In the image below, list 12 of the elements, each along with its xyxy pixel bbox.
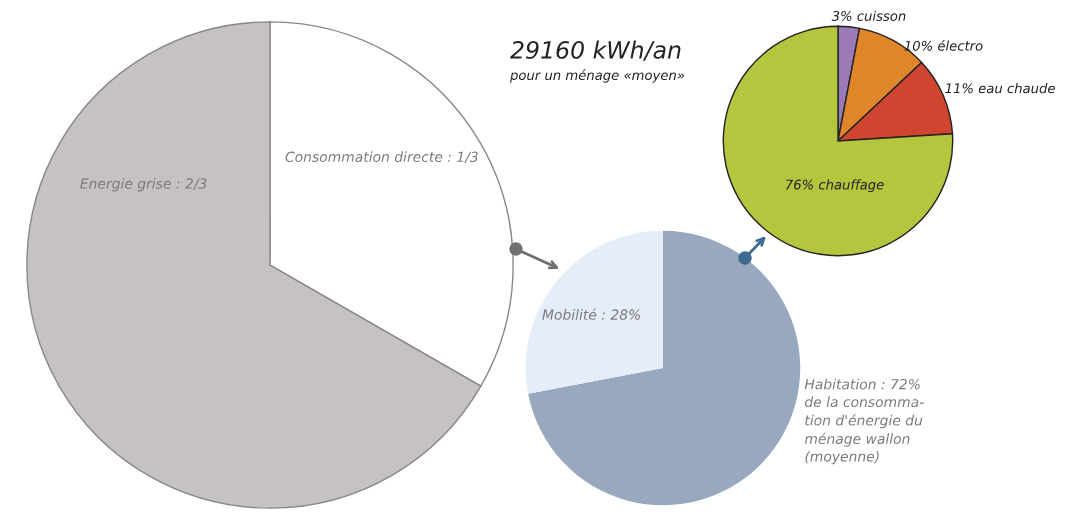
text: 29160 kWh/an bbox=[510, 40, 681, 61]
pie-slice bbox=[525, 230, 663, 394]
pie-slice bbox=[528, 230, 801, 506]
slice-label: 10% électro bbox=[904, 40, 983, 51]
slice-label: Mobilité : 28% bbox=[542, 308, 640, 320]
slice-label: 11% eau chaude bbox=[945, 83, 1055, 94]
slice-label: Habitation : 72% de la consomma- tion d'énergie du ménage wallon (moyenne) bbox=[804, 378, 924, 465]
slice-label: Energie grise : 2/3 bbox=[80, 178, 207, 192]
slice-label: 3% cuisson bbox=[831, 10, 906, 21]
text: pour un ménage «moyen» bbox=[509, 69, 685, 83]
slice-label: 76% chauffage bbox=[786, 179, 884, 193]
slice-label: Consommation directe : 1/3 bbox=[285, 151, 478, 164]
